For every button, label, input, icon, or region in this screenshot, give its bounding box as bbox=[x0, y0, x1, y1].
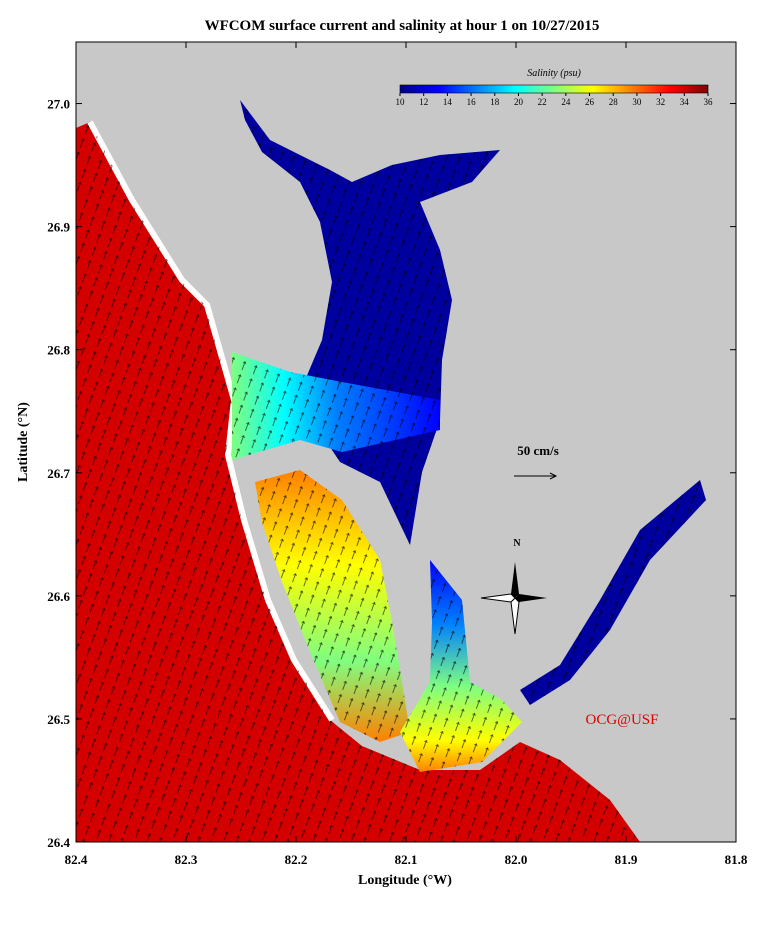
y-tick-label: 26.7 bbox=[47, 466, 70, 481]
colorbar-tick-label: 22 bbox=[538, 97, 547, 107]
x-tick-label: 82.0 bbox=[505, 852, 528, 867]
x-tick-label: 81.8 bbox=[725, 852, 748, 867]
colorbar-tick-label: 24 bbox=[561, 97, 571, 107]
colorbar-tick-label: 32 bbox=[656, 97, 665, 107]
y-tick-label: 26.6 bbox=[47, 589, 70, 604]
map-area bbox=[75, 41, 737, 843]
y-tick-label: 26.9 bbox=[47, 220, 70, 235]
y-tick-label: 27.0 bbox=[47, 97, 70, 112]
x-axis-title: Longitude (°W) bbox=[358, 873, 452, 888]
colorbar-label: Salinity (psu) bbox=[527, 68, 581, 79]
colorbar-tick-label: 36 bbox=[704, 97, 714, 107]
colorbar-scale bbox=[399, 84, 709, 94]
x-tick-label: 82.3 bbox=[175, 852, 198, 867]
x-tick-label: 82.2 bbox=[285, 852, 308, 867]
colorbar-tick-label: 28 bbox=[609, 97, 619, 107]
credit: OCG@USF bbox=[585, 712, 658, 728]
compass-needle bbox=[515, 594, 547, 602]
colorbar-tick-label: 34 bbox=[680, 97, 690, 107]
colorbar-tick-label: 12 bbox=[419, 97, 428, 107]
y-tick-label: 26.8 bbox=[47, 343, 70, 358]
colorbar-tick-label: 10 bbox=[396, 97, 406, 107]
compass-label: N bbox=[513, 538, 521, 549]
colorbar-tick-label: 16 bbox=[467, 97, 477, 107]
y-tick-label: 26.4 bbox=[47, 835, 70, 850]
colorbar-tick-label: 18 bbox=[490, 97, 500, 107]
colorbar: Salinity (psu) 10 12 14 16 18 20 22 24 26 28 30 32 3… bbox=[396, 68, 714, 107]
compass-needle bbox=[511, 562, 519, 598]
x-tick-label: 82.1 bbox=[395, 852, 418, 867]
colorbar-tick-label: 20 bbox=[514, 97, 524, 107]
x-tick-label: 82.4 bbox=[65, 852, 88, 867]
y-tick-label: 26.5 bbox=[47, 712, 70, 727]
x-tick-label: 81.9 bbox=[615, 852, 638, 867]
colorbar-tick-label: 26 bbox=[585, 97, 595, 107]
colorbar-tick-label: 14 bbox=[443, 97, 453, 107]
scale-head bbox=[549, 472, 558, 480]
scale-arrow: 50 cm/s bbox=[514, 443, 559, 480]
colorbar-tick-label: 30 bbox=[632, 97, 642, 107]
compass-rose: N bbox=[480, 538, 547, 635]
scale-label: 50 cm/s bbox=[517, 443, 559, 458]
y-axis-title: Latitude (°N) bbox=[16, 402, 31, 482]
barrier-islands bbox=[87, 120, 335, 722]
map-title: WFCOM surface current and salinity at ho… bbox=[205, 18, 600, 34]
